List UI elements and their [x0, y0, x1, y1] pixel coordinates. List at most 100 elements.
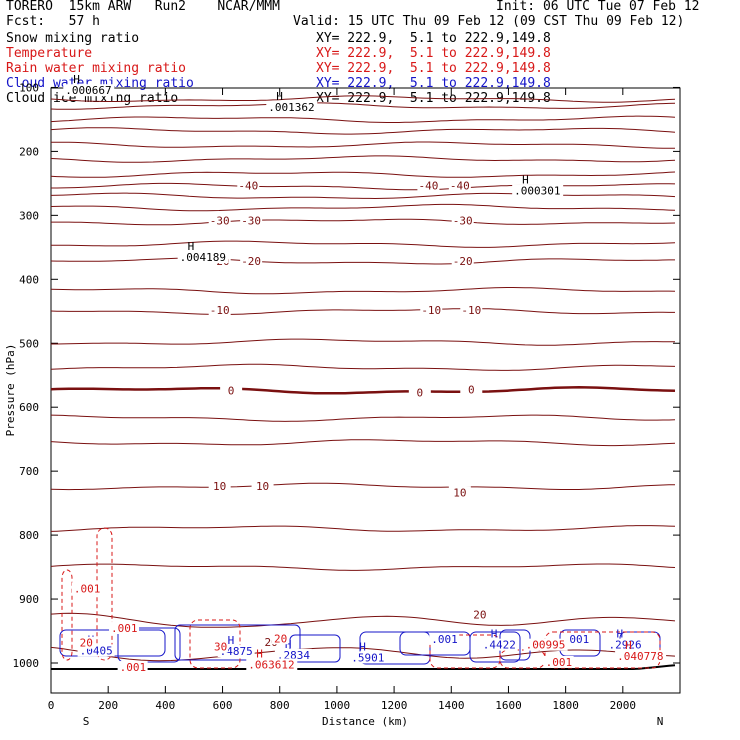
y-tick-label: 800: [19, 529, 39, 542]
legend-temperature-name: Temperature: [6, 46, 93, 61]
extremum-value-label: .4422: [483, 639, 516, 652]
rain-water-contour: [189, 619, 241, 669]
extremum-value-label: .001: [120, 661, 147, 674]
rain-water-contour: [429, 634, 501, 669]
extremum-marker: H: [617, 628, 624, 641]
temperature-contour-label: 10: [256, 480, 269, 493]
contour-label-bg: [417, 179, 440, 193]
temperature-contour-label: 10: [453, 486, 466, 499]
isotherm-line: [50, 203, 676, 212]
extremum-value-label: .001362: [268, 101, 314, 114]
temperature-contour-label: -20: [453, 255, 473, 268]
forecast-hour: Fcst: 57 h: [6, 14, 100, 29]
isotherm-line: [50, 563, 676, 571]
x-tick-label: 2000: [610, 699, 637, 712]
contour-label-bg: [208, 214, 231, 228]
extremum-marker: H: [256, 647, 263, 660]
temperature-contour-label: 0: [417, 386, 424, 399]
extremum-value-label: 20: [274, 632, 287, 645]
extremum-label-bg: [63, 84, 115, 97]
x-tick-label: 1400: [438, 699, 465, 712]
contour-label-bg: [468, 608, 491, 622]
temperature-contour-label: -30: [453, 214, 473, 227]
isotherm-line: [50, 363, 676, 371]
isotherm-line: [50, 439, 676, 447]
extremum-label-bg: [117, 661, 148, 674]
temperature-contour-label: -30: [210, 214, 230, 227]
isotherm-line: [50, 525, 676, 532]
extremum-value-label: .001: [74, 582, 101, 595]
rain-water-contour: [499, 649, 546, 669]
section-end-south: S: [83, 715, 90, 728]
extremum-value-label: .001: [563, 633, 590, 646]
temperature-contour-label: -10: [421, 304, 441, 317]
extremum-marker: H: [625, 639, 632, 652]
y-tick-label: 700: [19, 465, 39, 478]
extremum-label-bg: [177, 251, 229, 264]
extremum-value-label: .040778: [617, 650, 663, 663]
legend-cloud-water-xy: XY= 222.9, 5.1 to 222.9,149.8: [316, 76, 551, 91]
contour-label-bg: [451, 214, 474, 228]
isotherm-line: [50, 414, 676, 422]
extremum-label-bg: [429, 632, 460, 645]
legend-cloud-ice-name: Cloud ice mixing ratio: [6, 91, 179, 106]
extremum-label-bg: [266, 100, 318, 113]
contour-label-bg: [448, 486, 471, 500]
contour-label-bg: [460, 383, 483, 397]
extremum-label-bg: [560, 632, 591, 645]
extremum-value-label: .001: [546, 656, 573, 669]
contour-label-bg: [220, 384, 243, 398]
contour-label-bg: [208, 479, 231, 493]
plot-frame: [50, 87, 681, 694]
extremum-label-bg: [211, 640, 228, 653]
extremum-label-bg: [109, 622, 140, 635]
valid-time: Valid: 15 UTC Thu 09 Feb 12 (09 CST Thu …: [293, 14, 685, 29]
isotherm-line: [50, 115, 676, 123]
extremum-value-label: 30: [214, 641, 227, 654]
temperature-contour-label: 0: [228, 385, 235, 398]
extremum-value-label: .001: [111, 622, 138, 635]
isotherm-line: [50, 612, 676, 628]
extremum-value-label: .000301: [514, 185, 560, 198]
temperature-contour-label: -30: [241, 214, 261, 227]
isotherm-line: [50, 127, 676, 135]
contour-label-bg: [240, 254, 263, 268]
extremum-marker: H: [359, 640, 366, 653]
cloud-water-contour: [359, 631, 431, 665]
extremum-marker: H: [73, 73, 80, 86]
isotherm-line: [51, 218, 676, 226]
isotherm-line: [51, 182, 676, 191]
section-end-north: N: [657, 715, 664, 728]
rain-water-contour: [544, 631, 661, 669]
contour-label-bg: [240, 214, 263, 228]
extremum-label-bg: [71, 582, 102, 595]
y-tick-label: 400: [19, 273, 39, 286]
model-run-title: TORERO 15km ARW Run2 NCAR/MMM: [6, 0, 280, 14]
cloud-water-contour: [117, 627, 181, 663]
extremum-value-label: .2926: [609, 639, 642, 652]
extremum-marker: H: [491, 628, 498, 641]
contour-label-bg: [237, 179, 260, 193]
y-axis-title: Pressure (hPa): [4, 344, 17, 437]
isotherm-line: [51, 338, 676, 346]
extremum-label-bg: [512, 184, 564, 197]
extremum-value-label: .000667: [65, 84, 111, 97]
y-tick-label: 500: [19, 337, 39, 350]
extremum-marker: H: [228, 634, 235, 647]
legend-snow-name: Snow mixing ratio: [6, 31, 140, 46]
isotherm-line: [50, 102, 676, 110]
extremum-marker: H: [522, 174, 529, 187]
contour-label-bg: [460, 303, 483, 317]
isotherm-line: [50, 482, 676, 491]
temperature-contour-label: 0: [468, 383, 475, 396]
extremum-label-bg: [523, 638, 568, 651]
y-tick-label: 600: [19, 401, 39, 414]
extremum-marker: H: [276, 90, 283, 103]
extremum-label-bg: [615, 650, 667, 663]
isotherm-line: [50, 192, 676, 200]
legend-rain-name: Rain water mixing ratio: [6, 61, 187, 76]
x-axis-title: Distance (km): [322, 715, 408, 728]
extremum-value-label: 20: [80, 637, 93, 650]
x-tick-label: 1200: [381, 699, 408, 712]
extremum-value-label: .5901: [351, 651, 384, 664]
